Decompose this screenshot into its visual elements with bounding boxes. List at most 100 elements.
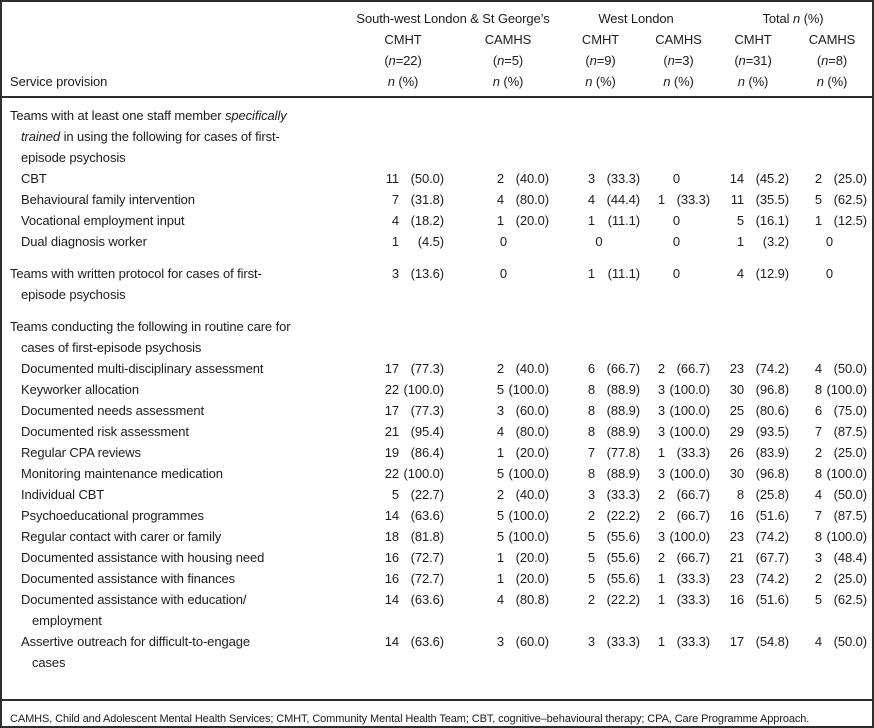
cell-count: 3 [657,529,665,544]
row-label: CBT [2,168,348,189]
table-row: Individual CBT 5 (22.7) 2 (40.0) 3 (33.3) 2 (66.… [2,484,872,505]
cell-value: 0 [672,171,681,186]
data-cell: 3 (13.6) [348,263,458,284]
cell-percent: (40.0) [515,361,549,376]
row-label-line: Assertive outreach for difficult-to-enga… [21,631,348,652]
cell-count: 3 [657,382,665,397]
cell-percent: (77.3) [410,403,444,418]
data-cell: 0 [643,231,714,252]
row-label-line: Documented multi-disciplinary assessment [21,358,348,379]
cell-percent: (31.8) [410,192,444,207]
text: Documented risk assessment [21,424,189,439]
cell-count: 17 [384,361,399,376]
column-header-stat: n (%) [585,74,616,89]
text: Behavioural family intervention [21,192,195,207]
cell-percent: (33.3) [606,171,640,186]
data-cell: 4 (50.0) [792,631,872,652]
row-label: Assertive outreach for difficult-to-enga… [2,631,348,673]
cell-count: 2 [814,571,822,586]
data-cell: 16 (72.7) [348,547,458,568]
cell-percent: (100.0) [508,529,550,544]
text: Keyworker allocation [21,382,139,397]
cell-count: 6 [814,403,822,418]
cell-count: 5 [496,508,504,523]
cell-count: 2 [587,508,595,523]
cell-count: 8 [814,466,822,481]
data-cell: 7 (87.5) [792,505,872,526]
cell-percent: (66.7) [676,508,710,523]
cell-count: 3 [496,403,504,418]
cell-percent: (66.7) [676,550,710,565]
cell-percent: (25.0) [833,445,867,460]
row-label-line: Monitoring maintenance medication [21,463,348,484]
column-header-team: CMHT [581,32,620,47]
text: episode psychosis [21,287,126,302]
section-row: Teams with at least one staff member spe… [2,105,872,168]
cell-count: 4 [736,266,744,281]
cell-percent: (77.8) [606,445,640,460]
text: Psychoeducational programmes [21,508,204,523]
cell-percent: (66.7) [676,487,710,502]
data-cell: 16 (51.6) [714,589,792,610]
data-cell: 11 (50.0) [348,168,458,189]
cell-percent: (100.0) [826,466,868,481]
cell-percent: (100.0) [669,466,711,481]
italic-n: n [497,53,505,68]
data-cell: 5 (55.6) [558,526,643,547]
cell-count: 2 [814,171,822,186]
cell-count: 17 [729,634,744,649]
row-label-line: Documented assistance with education/ [21,589,348,610]
data-cell: 0 [458,231,558,252]
cell-count: 2 [496,171,504,186]
text: cases [32,655,66,670]
cell-count: 3 [657,466,665,481]
data-cell: 3 (33.3) [558,631,643,652]
cell-percent: (63.6) [410,592,444,607]
cell-percent: (22.2) [606,508,640,523]
cell-value: 0 [499,266,508,281]
row-label-line: Documented risk assessment [21,421,348,442]
cell-count: 21 [729,550,744,565]
data-cell: 4 (50.0) [792,484,872,505]
text: Teams conducting the following in routin… [10,319,291,334]
cell-count: 1 [657,571,665,586]
cell-count: 2 [657,361,665,376]
cell-count: 2 [657,487,665,502]
stat-header-row: Service provision n (%) n (%) n (%) n (%) n … [2,71,872,92]
cell-count: 2 [496,487,504,502]
data-cell: 1 (11.1) [558,263,643,284]
cell-count: 2 [657,550,665,565]
data-cell: 22 (100.0) [348,379,458,400]
cell-percent: (13.6) [410,266,444,281]
table-row: Monitoring maintenance medication 22 (100.… [2,463,872,484]
data-cell: 23 (74.2) [714,358,792,379]
data-cell: 4 (80.0) [458,189,558,210]
cell-count: 1 [496,213,504,228]
n-header-row: (n=22) (n=5) (n=9) (n=3) (n=31) (n=8) [2,50,872,71]
cell-count: 4 [496,592,504,607]
column-header-team: CAMHS [655,32,702,47]
row-label-line: Documented needs assessment [21,400,348,421]
cell-percent: (87.5) [833,424,867,439]
row-label: Behavioural family intervention [2,189,348,210]
data-cell: 3 (60.0) [458,631,558,652]
text: employment [32,613,102,628]
cell-percent: (50.0) [833,361,867,376]
service-provision-label: Service provision [10,74,108,89]
data-cell: 3 (33.3) [558,484,643,505]
column-header-n: (n=31) [734,53,772,68]
cell-count: 5 [814,192,822,207]
cell-count: 8 [587,382,595,397]
text: Documented assistance with education/ [21,592,247,607]
cell-count: 3 [587,634,595,649]
italic-n: n [585,74,593,89]
cell-percent: (35.5) [755,192,789,207]
data-cell: 4 (80.8) [458,589,558,610]
row-label-line: Keyworker allocation [21,379,348,400]
italic-text: trained [21,129,61,144]
cell-count: 4 [814,361,822,376]
italic-n: n [492,74,500,89]
data-cell: 5 (22.7) [348,484,458,505]
row-label-line: cases [21,652,348,673]
cell-value: 0 [672,266,681,281]
